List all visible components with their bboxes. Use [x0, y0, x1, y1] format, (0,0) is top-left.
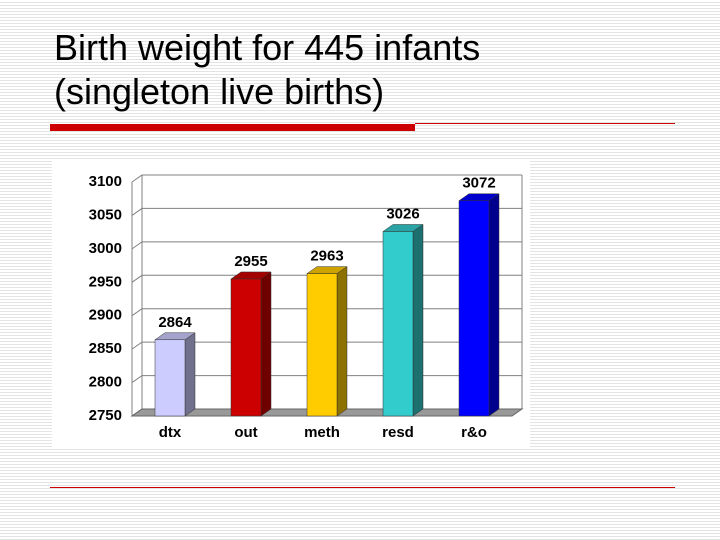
- x-tick-label: meth: [304, 424, 340, 441]
- y-tick-label: 2750: [89, 407, 122, 424]
- x-tick-label: resd: [382, 424, 414, 441]
- bar: [154, 339, 186, 417]
- x-tick-label: dtx: [159, 424, 182, 441]
- y-tick-label: 2800: [89, 374, 122, 391]
- bar: [230, 278, 262, 417]
- value-label: 2864: [158, 314, 192, 331]
- x-tick-label: r&o: [461, 424, 487, 441]
- chart-background: [52, 160, 530, 448]
- title-underline: [50, 124, 415, 131]
- value-label: 3026: [386, 205, 419, 222]
- bar-side: [488, 193, 500, 417]
- bar-side: [184, 332, 196, 417]
- y-tick-label: 2950: [89, 273, 122, 290]
- x-tick-label: out: [234, 424, 257, 441]
- bar-side: [336, 266, 348, 417]
- y-tick-label: 3000: [89, 240, 122, 257]
- grid-line: [131, 174, 522, 183]
- slide-title: Birth weight for 445 infants (singleton …: [54, 27, 481, 112]
- y-tick-label: 3050: [89, 206, 122, 223]
- y-tick-label: 3100: [89, 173, 122, 190]
- bar-side: [412, 223, 424, 417]
- bar: [458, 200, 490, 417]
- y-tick-label: 2850: [89, 340, 122, 357]
- value-label: 2955: [234, 253, 267, 270]
- bar-side: [260, 271, 272, 417]
- bar: [306, 273, 338, 417]
- grid-line: [131, 207, 522, 216]
- value-label: 2963: [310, 248, 343, 265]
- value-label: 3072: [462, 175, 495, 192]
- bar: [382, 231, 414, 417]
- y-tick-label: 2900: [89, 307, 122, 324]
